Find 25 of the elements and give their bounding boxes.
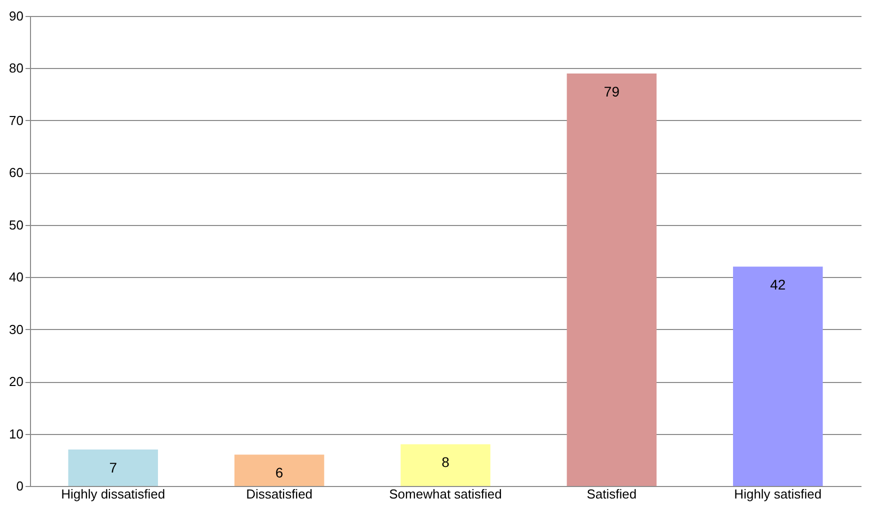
y-tick-label: 20	[9, 374, 24, 390]
x-tick-label: Somewhat satisfied	[389, 486, 502, 502]
bar	[234, 454, 324, 486]
data-label: 7	[109, 459, 118, 476]
y-tick-label: 0	[16, 478, 24, 494]
y-tick-label: 40	[9, 270, 24, 285]
y-tick-label: 60	[9, 165, 24, 180]
data-label: 6	[275, 464, 284, 481]
x-tick-label: Highly dissatisfied	[61, 486, 166, 502]
x-tick-label: Highly satisfied	[734, 486, 822, 502]
data-label: 8	[442, 454, 450, 470]
bar	[733, 266, 823, 486]
y-tick-label: 50	[9, 217, 24, 232]
data-label: 79	[604, 83, 620, 100]
bar	[68, 449, 158, 486]
y-tick-label: 90	[9, 8, 24, 24]
data-label: 42	[770, 276, 786, 293]
y-tick-label: 70	[9, 112, 24, 128]
y-tick-label: 10	[9, 426, 24, 442]
y-tick-label: 30	[9, 322, 24, 337]
y-tick-label: 80	[9, 60, 24, 76]
bar	[566, 73, 657, 486]
bar	[400, 444, 490, 486]
x-tick-label: Dissatisfied	[246, 486, 313, 502]
x-tick-label: Satisfied	[586, 486, 637, 502]
